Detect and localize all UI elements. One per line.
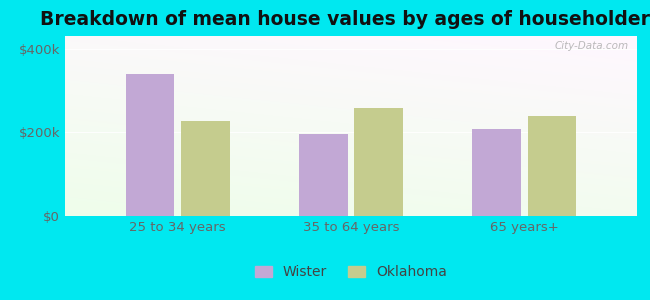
Bar: [299, 134, 348, 216]
Bar: [528, 116, 577, 216]
Bar: [473, 129, 521, 216]
Title: Breakdown of mean house values by ages of householders: Breakdown of mean house values by ages o…: [40, 10, 650, 29]
Bar: [125, 74, 174, 216]
Bar: [354, 108, 403, 216]
Bar: [181, 121, 229, 216]
Text: City-Data.com: City-Data.com: [554, 41, 629, 51]
Legend: Wister, Oklahoma: Wister, Oklahoma: [250, 260, 452, 285]
